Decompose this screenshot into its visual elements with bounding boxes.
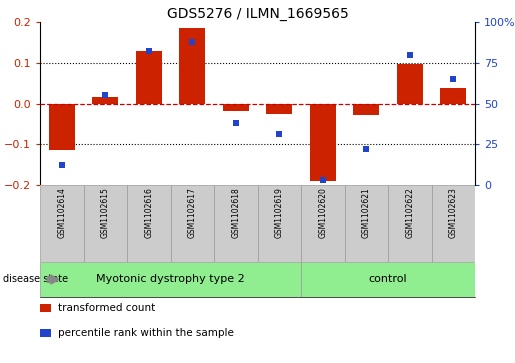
- Bar: [83, 185, 127, 262]
- Bar: [301, 262, 475, 297]
- Bar: [127, 185, 170, 262]
- Text: GSM1102620: GSM1102620: [318, 187, 327, 238]
- Bar: [397, 64, 423, 103]
- Text: transformed count: transformed count: [58, 303, 155, 313]
- Text: GSM1102621: GSM1102621: [362, 187, 371, 238]
- Text: control: control: [369, 274, 407, 285]
- Text: GSM1102616: GSM1102616: [144, 187, 153, 238]
- Bar: [92, 97, 118, 103]
- Text: GSM1102622: GSM1102622: [405, 187, 414, 238]
- Bar: [258, 185, 301, 262]
- Title: GDS5276 / ILMN_1669565: GDS5276 / ILMN_1669565: [167, 7, 348, 21]
- Bar: [310, 103, 336, 181]
- Text: GSM1102617: GSM1102617: [188, 187, 197, 238]
- Text: percentile rank within the sample: percentile rank within the sample: [58, 328, 233, 338]
- Bar: [266, 103, 293, 114]
- Text: GSM1102618: GSM1102618: [231, 187, 241, 238]
- Bar: [440, 89, 466, 103]
- Bar: [301, 185, 345, 262]
- Bar: [40, 185, 83, 262]
- Bar: [222, 103, 249, 111]
- Text: GSM1102623: GSM1102623: [449, 187, 458, 238]
- Bar: [135, 50, 162, 103]
- Bar: [49, 103, 75, 150]
- Text: GSM1102619: GSM1102619: [274, 187, 284, 238]
- Bar: [345, 185, 388, 262]
- Text: disease state: disease state: [3, 274, 67, 285]
- Bar: [388, 185, 432, 262]
- Text: Myotonic dystrophy type 2: Myotonic dystrophy type 2: [96, 274, 245, 285]
- Bar: [179, 28, 205, 103]
- Bar: [432, 185, 475, 262]
- Bar: [170, 185, 214, 262]
- Text: GSM1102615: GSM1102615: [101, 187, 110, 238]
- Bar: [214, 185, 258, 262]
- Bar: [353, 103, 380, 115]
- Text: GSM1102614: GSM1102614: [57, 187, 66, 238]
- Bar: [40, 262, 301, 297]
